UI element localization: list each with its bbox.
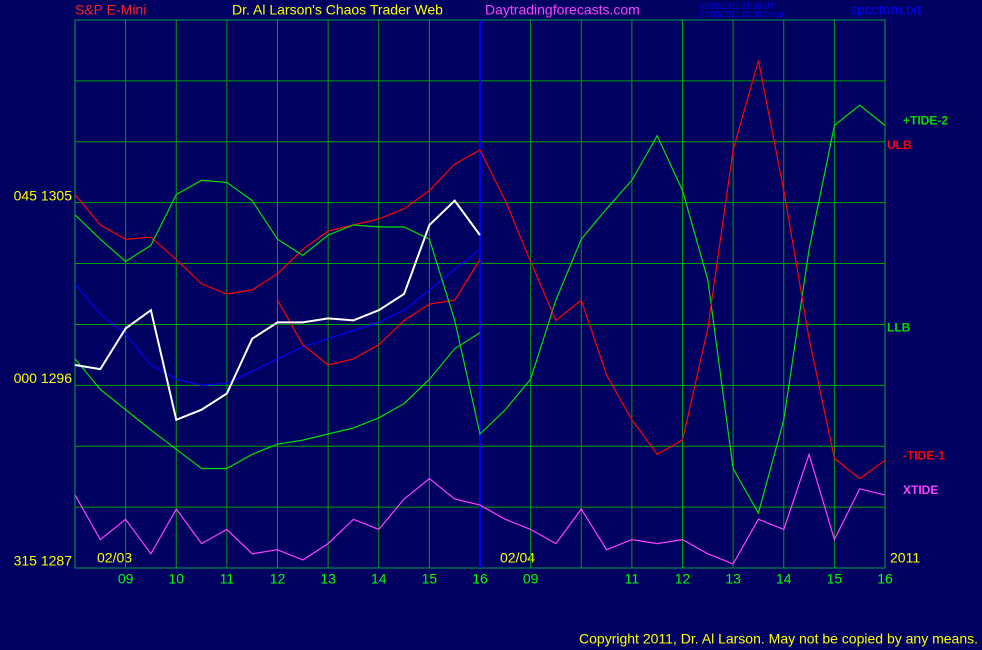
x-tick-label: 13	[725, 571, 741, 587]
series-line	[74, 199, 481, 422]
series-label: +TIDE-2	[903, 114, 948, 128]
series-label: LLB	[887, 321, 911, 335]
copyright: Copyright 2011, Dr. Al Larson. May not b…	[579, 631, 978, 647]
symbol: S&P E-Mini	[75, 2, 146, 18]
x-tick-label: 14	[776, 571, 792, 587]
x-tick-label: 15	[827, 571, 843, 587]
date-label: 02/04	[500, 550, 535, 566]
series-line	[74, 149, 481, 295]
date-label: 2011	[890, 550, 920, 566]
series-line	[74, 104, 886, 515]
timestamp-ut: 02/03/2011 21:30 UT	[700, 2, 775, 11]
x-tick-label: 11	[220, 571, 235, 587]
series-label: XTIDE	[903, 483, 938, 497]
date-label: 02/03	[97, 550, 132, 566]
website: Daytradingforecasts.com	[485, 2, 640, 18]
chart-title: Dr. Al Larson's Chaos Trader Web	[232, 2, 443, 18]
timestamp-local: 02/03/2011 16:30 Local	[700, 10, 783, 19]
series-line	[74, 452, 886, 565]
series-line	[74, 248, 481, 386]
series-label: ULB	[887, 138, 912, 152]
x-tick-label: 10	[168, 571, 184, 587]
file-name: spcctom.txt	[850, 2, 921, 18]
series-line	[276, 259, 481, 366]
x-tick-label: 14	[371, 571, 387, 587]
x-tick-label: 09	[523, 571, 539, 587]
x-tick-label: 11	[625, 571, 640, 587]
y-tick-label: 315 1287	[14, 553, 73, 569]
series-line	[479, 60, 886, 480]
y-tick-label: 000 1296	[14, 370, 73, 386]
series-label: -TIDE-1	[903, 449, 945, 463]
y-tick-label: 045 1305	[14, 187, 73, 203]
x-tick-label: 12	[270, 571, 286, 587]
x-tick-label: 09	[118, 571, 134, 587]
series-line	[74, 332, 481, 470]
x-tick-label: 13	[320, 571, 336, 587]
x-tick-label: 16	[877, 571, 893, 587]
x-tick-label: 15	[422, 571, 438, 587]
x-tick-label: 16	[472, 571, 488, 587]
x-tick-label: 12	[675, 571, 691, 587]
